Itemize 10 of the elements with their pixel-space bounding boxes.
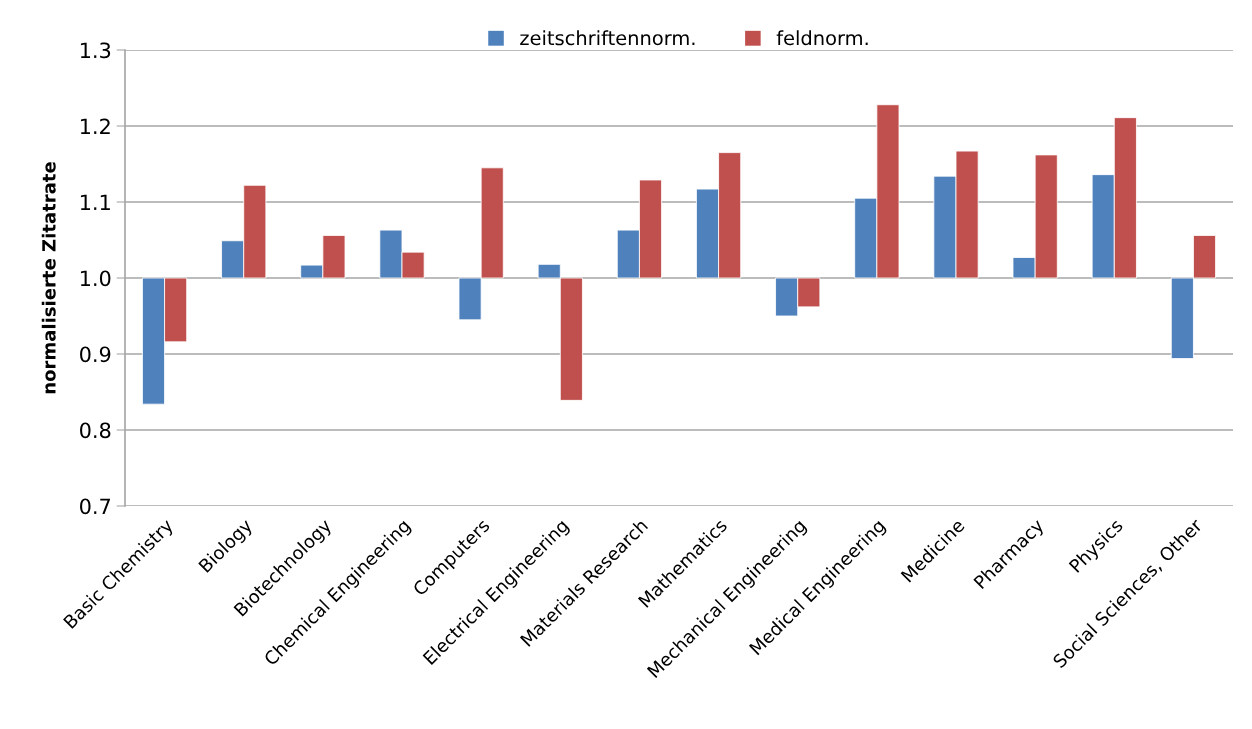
y-tick-label: 0.9 [80,346,111,363]
y-tick-label: 1.1 [80,194,110,210]
y-axis-title: normalisierte Zitatrate [41,162,56,394]
legend-label: feldnorm. [776,30,868,46]
y-tick-label: 1.3 [80,42,111,59]
y-tick-label: 1.0 [80,270,111,287]
y-tick-label: 0.8 [80,422,111,439]
y-tick-label: 1.2 [80,118,110,134]
legend-label: zeitschriftennorm. [520,30,695,46]
y-tick-label: 0.7 [80,498,111,515]
